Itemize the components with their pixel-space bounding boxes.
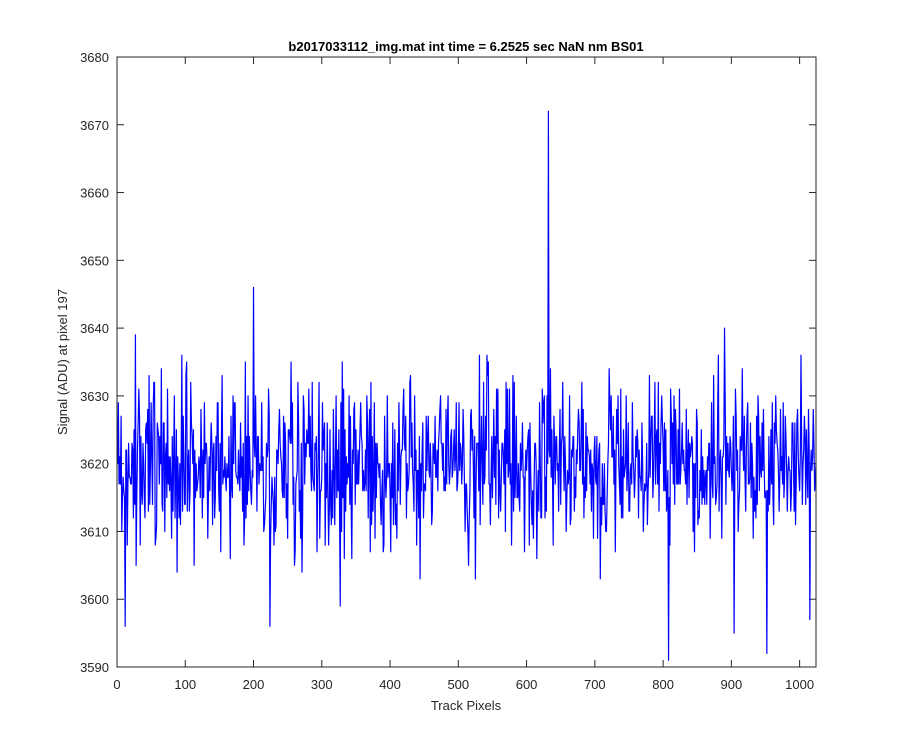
x-tick-label: 700 (584, 677, 606, 692)
x-tick-label: 900 (721, 677, 743, 692)
y-tick-label: 3670 (80, 118, 109, 133)
tick-labels: 0 100 200 300 400 500 600 700 800 900 1000 3590 3600… (80, 50, 814, 692)
x-tick-label: 400 (379, 677, 401, 692)
y-tick-label: 3600 (80, 592, 109, 607)
x-tick-label: 300 (311, 677, 333, 692)
series-line (117, 110, 817, 661)
y-tick-label: 3650 (80, 253, 109, 268)
y-axis-title: Signal (ADU) at pixel 197 (55, 289, 70, 435)
plot-area (117, 57, 816, 667)
y-tick-label: 3610 (80, 524, 109, 539)
x-tick-label: 100 (174, 677, 196, 692)
x-tick-label: 500 (447, 677, 469, 692)
x-tick-label: 0 (113, 677, 120, 692)
y-tick-label: 3620 (80, 457, 109, 472)
x-tick-label: 600 (516, 677, 538, 692)
y-tick-label: 3640 (80, 321, 109, 336)
x-axis-title: Track Pixels (431, 698, 502, 713)
y-tick-label: 3590 (80, 660, 109, 675)
y-tick-label: 3630 (80, 389, 109, 404)
x-tick-label: 800 (652, 677, 674, 692)
chart-title: b2017033112_img.mat int time = 6.2525 se… (288, 39, 643, 54)
x-tick-label: 200 (243, 677, 265, 692)
y-tick-label: 3680 (80, 50, 109, 65)
axes-box (116, 56, 817, 668)
x-tick-label: 1000 (785, 677, 814, 692)
y-tick-label: 3660 (80, 186, 109, 201)
